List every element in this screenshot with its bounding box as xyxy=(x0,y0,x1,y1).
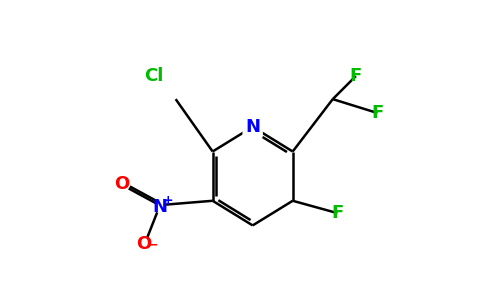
Text: −: − xyxy=(147,239,158,252)
Text: O: O xyxy=(136,235,151,253)
Text: F: F xyxy=(331,204,344,222)
Text: Cl: Cl xyxy=(144,67,164,85)
Text: F: F xyxy=(371,104,383,122)
Text: O: O xyxy=(114,175,129,193)
Text: +: + xyxy=(163,194,173,206)
Text: N: N xyxy=(245,118,260,136)
Text: N: N xyxy=(153,198,168,216)
Text: F: F xyxy=(350,67,362,85)
